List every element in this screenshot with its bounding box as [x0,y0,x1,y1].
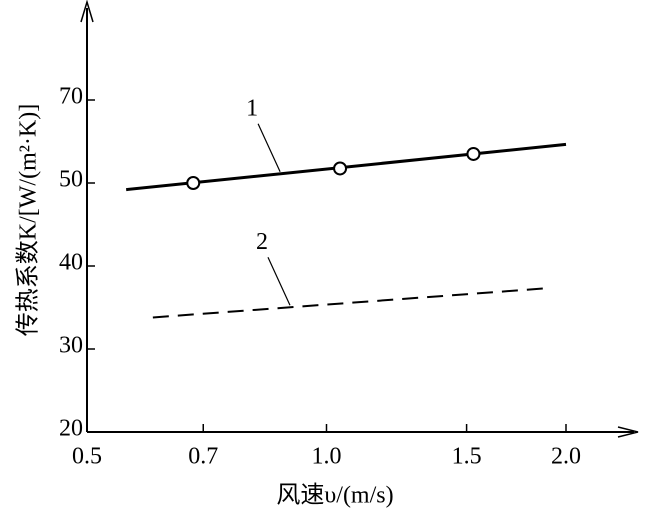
y-tick-label: 50 [59,167,83,193]
y-tick-label: 70 [59,84,83,110]
x-tick-label: 1.5 [452,444,482,470]
data-point [186,176,201,190]
data-point [466,146,481,161]
y-axis-label: 传热系数K/[W/(m²·K)] [15,104,42,336]
y-tick-label: 20 [59,416,83,442]
y-tick-label: 30 [59,333,83,359]
data-point [333,161,348,176]
x-axis-label: 风速υ/(m/s) [276,482,393,509]
x-tick-label: 1.0 [312,444,342,470]
label-leader [267,257,291,306]
series-line [152,287,545,319]
x-tick-label: 0.7 [188,444,218,470]
x-tick-label: 2.0 [551,444,581,470]
x-axis-arrow [617,426,639,438]
y-axis-arrow [80,0,94,23]
label-leader [257,123,281,173]
x-tick-label: 0.5 [72,444,102,470]
series-label: 2 [256,229,268,255]
y-tick-label: 40 [59,250,83,276]
series-label: 1 [246,95,258,121]
